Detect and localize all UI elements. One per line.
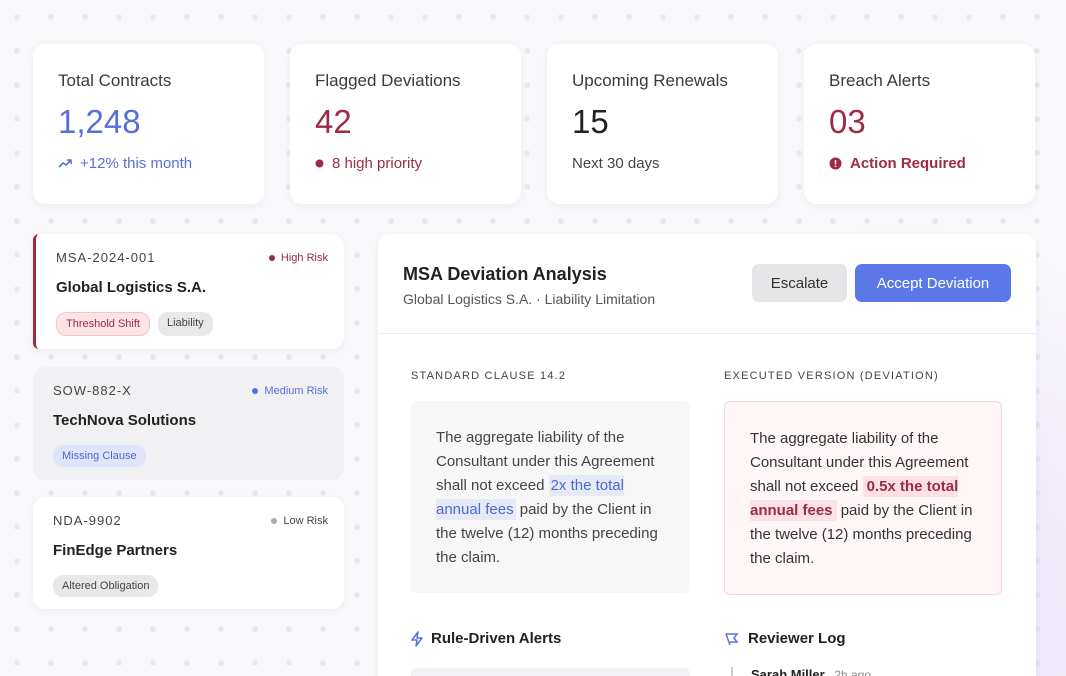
contract-name: TechNova Solutions [53,412,197,429]
stat-note: Action Required [850,155,966,172]
stat-label: Breach Alerts [829,71,931,90]
stat-card: Upcoming Renewals 15 Next 30 days [547,44,778,204]
log-time: 2h ago [834,668,872,676]
stat-card: Total Contracts 1,248 +12% this month [33,44,264,204]
tag: Missing Clause [53,445,146,467]
risk-dot [268,254,275,261]
stat-note: 8 high priority [332,155,423,172]
stat-card: Flagged Deviations 42 8 high priority [290,44,521,204]
trend-icon [58,158,72,168]
stat-value: 1,248 [58,103,141,140]
stat-note: Next 30 days [572,155,660,172]
clause-text: The aggregate liability of the Consultan… [436,429,655,494]
alerts-title: Rule-Driven Alerts [431,630,562,647]
stat-note-row: +12% this month [58,155,264,172]
stat-label: Total Contracts [58,71,172,90]
contract-id: NDA-9902 [53,513,122,528]
tag: Threshold Shift [56,312,150,336]
risk-dot [271,517,278,524]
detail-title: MSA Deviation Analysis [403,264,607,284]
timeline-line [731,667,733,676]
contract-header: SOW-882-X Medium Risk [53,383,328,398]
log-heading: Reviewer Log [724,630,846,647]
log-name: Sarah Miller [751,667,825,676]
tag-list: Altered Obligation [53,575,328,597]
divider [378,333,1036,334]
stat-note-row: Next 30 days [572,155,778,172]
stat-value: 03 [829,103,866,140]
tag-list: Threshold Shift Liability [56,312,328,336]
stat-note-row: 8 high priority [315,155,521,172]
risk-dot [252,387,259,394]
risk-label: Low Risk [283,514,328,527]
tag: Liability [157,312,213,336]
bolt-icon [411,630,423,647]
contract-id: SOW-882-X [53,383,132,398]
risk-label: High Risk [280,251,328,264]
detail-subtitle: Global Logistics S.A. · Liability Limita… [403,291,656,307]
alert-icon [829,157,842,170]
contract-card[interactable]: NDA-9902 Low Risk FinEdge Partners Alter… [33,497,344,609]
clause-text: The aggregate liability of the Consultan… [750,430,969,495]
contract-header: MSA-2024-001 High Risk [56,250,328,265]
accept-button[interactable]: Accept Deviation [855,264,1011,302]
stat-value: 15 [572,103,609,140]
contract-name: FinEdge Partners [53,542,178,559]
dot-icon [315,159,324,168]
contract-id: MSA-2024-001 [56,250,156,265]
risk-badge: High Risk [268,251,328,264]
column-label: STANDARD CLAUSE 14.2 [411,370,567,382]
stat-value: 42 [315,103,352,140]
clause-text: paid by the Client in the twelve (12) mo… [436,501,658,566]
log-icon [725,632,739,645]
escalate-button[interactable]: Escalate [752,264,847,302]
stat-card: Breach Alerts 03 Action Required [804,44,1035,204]
risk-label: Medium Risk [264,384,328,397]
alert-item [411,668,690,676]
column-label: EXECUTED VERSION (DEVIATION) [724,370,939,382]
tag-list: Missing Clause [53,445,328,467]
contract-header: NDA-9902 Low Risk [53,513,328,528]
risk-badge: Medium Risk [252,385,328,397]
risk-badge: Low Risk [271,515,328,527]
executed-clause: The aggregate liability of the Consultan… [724,401,1002,595]
detail-panel: MSA Deviation Analysis Global Logistics … [378,234,1036,676]
stat-note: +12% this month [80,155,193,172]
contract-card[interactable]: MSA-2024-001 High Risk Global Logistics … [33,234,344,349]
stat-label: Flagged Deviations [315,71,461,90]
log-title: Reviewer Log [748,630,846,647]
contract-name: Global Logistics S.A. [56,279,207,296]
standard-clause: The aggregate liability of the Consultan… [411,401,690,593]
stat-note-row: Action Required [829,155,1035,172]
tag: Altered Obligation [53,575,159,597]
clause-text: paid by the Client in the twelve (12) mo… [750,502,973,567]
log-entry: Sarah Miller 2h ago [751,667,871,676]
contract-card[interactable]: SOW-882-X Medium Risk TechNova Solutions… [33,367,344,480]
stat-label: Upcoming Renewals [572,71,728,90]
alerts-heading: Rule-Driven Alerts [411,630,561,647]
